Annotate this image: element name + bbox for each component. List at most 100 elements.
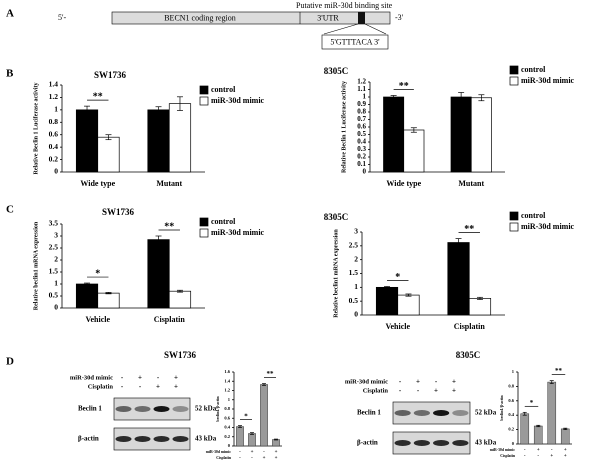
- y-tick-label: 1: [54, 279, 58, 288]
- treatment-sign: -: [121, 374, 124, 382]
- y-tick-label: 0.4: [49, 142, 59, 151]
- y-tick-label: 1.4: [224, 378, 230, 383]
- y-tick-label: 1: [354, 282, 358, 291]
- significance: *: [95, 268, 100, 279]
- treatment-label: Cisplatin: [88, 383, 114, 390]
- significance: **: [399, 81, 409, 92]
- bar: [447, 242, 470, 316]
- y-axis-label: Relative beclin1 mRNA expression: [33, 221, 39, 310]
- legend-label: miR-30d mimic: [211, 228, 265, 237]
- bar: [450, 96, 472, 173]
- y-tick-label: 0: [54, 303, 58, 312]
- coding-region: BECN1 coding region: [164, 13, 236, 22]
- band: [452, 410, 469, 416]
- row-sign: -: [251, 456, 253, 461]
- bar: [168, 290, 192, 309]
- x-tick-label: Vehicle: [85, 315, 110, 324]
- y-axis-label: Relative Beclin 1 Luciferase activity: [33, 83, 39, 175]
- row-sign: +: [263, 456, 266, 461]
- sequence: 5'GTTTACA 3': [330, 37, 380, 46]
- y-tick-label: 0.5: [357, 130, 366, 138]
- y-tick-label: 1.5: [349, 268, 359, 277]
- chart-title: SW1736: [102, 207, 135, 217]
- y-tick-label: 0.9: [357, 100, 366, 108]
- significance: *: [244, 412, 248, 420]
- y-tick-label: 1.2: [49, 92, 59, 101]
- bar: [248, 433, 256, 447]
- x-tick-label: Cisplatin: [154, 315, 186, 324]
- y-tick-label: 0.6: [224, 415, 230, 420]
- band: [172, 436, 189, 442]
- band-size: 52 kDa: [475, 409, 497, 417]
- y-tick-label: 1.2: [357, 78, 366, 86]
- row-sign: -: [551, 448, 553, 453]
- y-axis-label: Relative Beclin 1 Luciferase activity: [341, 81, 347, 173]
- y-tick-label: 1.1: [357, 85, 366, 93]
- row-label: miR-30d mimic: [206, 450, 232, 454]
- legend-label: miR-30d mimic: [521, 222, 575, 231]
- bar: [260, 384, 268, 447]
- y-tick-label: 1: [512, 369, 515, 374]
- treatment-sign: +: [174, 374, 178, 382]
- bar: [560, 428, 570, 445]
- row-sign: +: [564, 454, 567, 459]
- panel-label: D: [6, 356, 14, 368]
- band: [172, 406, 189, 412]
- y-tick-label: 0: [354, 310, 358, 319]
- bar: [75, 109, 99, 173]
- y-tick-label: 0.5: [349, 296, 359, 305]
- legend-swatch: [199, 217, 209, 227]
- row-label: miR-30d mimic: [490, 448, 516, 452]
- y-tick-label: 0: [54, 167, 58, 176]
- row-sign: -: [524, 448, 526, 453]
- band: [413, 440, 430, 446]
- treatment-sign: -: [139, 383, 142, 391]
- y-tick-label: 0.4: [508, 412, 514, 417]
- x-tick-label: Mutant: [458, 179, 484, 188]
- row-sign: -: [524, 454, 526, 459]
- y-tick-label: 0.7: [357, 115, 366, 123]
- x-tick-label: Cisplatin: [454, 322, 486, 331]
- legend-label: control: [211, 85, 236, 94]
- y-tick-label: 0.5: [49, 291, 59, 300]
- significance: **: [164, 221, 174, 232]
- y-tick-label: 0.6: [508, 398, 514, 403]
- y-tick-label: 0.2: [49, 154, 59, 163]
- legend-swatch: [509, 76, 519, 86]
- legend-label: miR-30d mimic: [521, 76, 575, 85]
- significance: **: [267, 370, 275, 378]
- treatment-sign: +: [138, 374, 142, 382]
- y-tick-label: 1.4: [49, 80, 59, 89]
- bar: [168, 103, 192, 173]
- y-tick-label: 3.5: [49, 219, 59, 228]
- bar: [520, 413, 530, 445]
- band-size: 43 kDa: [475, 439, 497, 447]
- row-sign: -: [263, 450, 265, 455]
- row-sign: +: [537, 448, 540, 453]
- band-size: 43 kDa: [195, 435, 217, 443]
- treatment-sign: +: [416, 378, 420, 386]
- treatment-sign: +: [434, 387, 438, 395]
- y-tick-label: 0.6: [357, 123, 366, 131]
- row-label: Cisplatin: [500, 454, 516, 458]
- bar: [533, 425, 543, 445]
- y-tick-label: 0.8: [49, 117, 59, 126]
- x-tick-label: Wide type: [386, 179, 421, 188]
- legend-swatch: [509, 211, 519, 221]
- treatment-sign: -: [157, 374, 160, 382]
- significance: **: [93, 91, 103, 102]
- y-tick-label: 2: [354, 254, 358, 263]
- significance: **: [464, 224, 474, 235]
- y-tick-label: 0.8: [224, 406, 230, 411]
- y-tick-label: 2.5: [349, 241, 359, 250]
- y-tick-label: 0.2: [508, 427, 514, 432]
- bar: [97, 292, 120, 309]
- bar: [547, 381, 557, 445]
- legend-swatch: [199, 85, 209, 95]
- legend-label: control: [211, 217, 236, 226]
- legend-swatch: [199, 228, 209, 238]
- band: [153, 406, 170, 412]
- y-tick-label: 1.2: [224, 388, 230, 393]
- treatment-sign: +: [156, 383, 160, 391]
